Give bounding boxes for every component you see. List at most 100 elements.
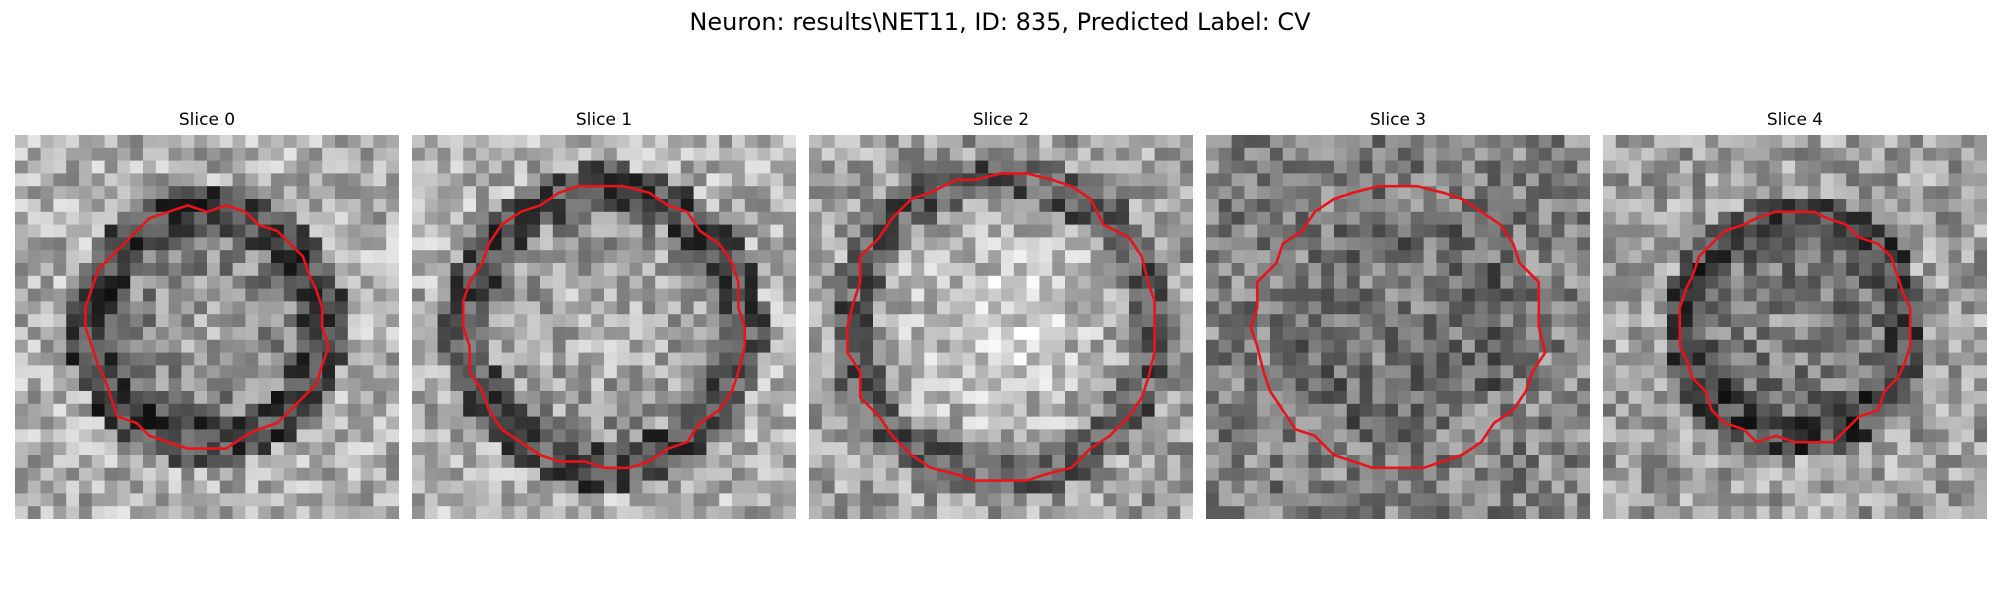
pixel-cell [347,314,362,328]
pixel-cell [1474,186,1489,200]
pixel-cell [1538,135,1553,149]
pixel-cell [1398,442,1412,456]
pixel-cell [1974,416,1987,430]
pixel-cell [1526,339,1540,354]
pixel-cell [1910,467,1924,482]
pixel-cell [27,506,42,519]
pixel-cell [1871,275,1886,290]
pixel-cell [962,224,976,238]
pixel-cell [1423,352,1437,366]
pixel-cell [1449,493,1463,507]
pixel-cell [501,135,515,149]
pixel-cell [1141,147,1156,162]
pixel-cell [1129,135,1143,149]
pixel-cell [437,467,451,482]
pixel-cell [693,339,707,354]
pixel-cell [373,237,387,251]
pixel-cell [117,429,131,443]
pixel-cell [757,480,771,494]
pixel-cell [527,186,541,200]
pixel-cell [565,416,579,430]
pixel-cell [1270,211,1284,226]
pixel-cell [168,250,182,264]
pixel-cell [1282,365,1297,379]
pixel-cell [1910,275,1924,290]
pixel-cell [1807,480,1822,494]
pixel-cell [1603,416,1617,430]
pixel-cell [79,506,93,519]
pixel-cell [1654,480,1668,494]
pixel-cell [1423,135,1437,149]
pixel-cell [744,263,759,277]
pixel-cell [181,135,195,149]
pixel-cell [1141,199,1156,213]
pixel-cell [1731,199,1745,213]
pixel-cell [873,391,887,405]
pixel-cell [1423,378,1437,392]
pixel-cell [591,173,605,187]
pixel-cell [501,263,515,277]
pixel-cell [1948,173,1962,187]
pixel-cell [860,327,874,341]
pixel-cell [642,378,656,392]
pixel-cell [1795,493,1809,507]
pixel-cell [1410,224,1425,238]
pixel-cell [1974,173,1987,187]
pixel-cell [975,160,989,174]
pixel-cell [1910,493,1924,507]
pixel-cell [1474,147,1489,162]
pixel-cell [1116,211,1130,226]
pixel-cell [79,480,93,494]
pixel-cell [1218,237,1233,251]
pixel-cell [1564,506,1578,519]
pixel-cell [1718,365,1732,379]
pixel-cell [1667,186,1681,200]
pixel-cell [937,224,951,238]
pixel-cell [937,263,951,277]
pixel-cell [1948,135,1962,149]
pixel-cell [91,506,106,519]
pixel-cell [680,493,695,507]
pixel-cell [744,442,759,456]
pixel-cell [1116,378,1130,392]
pixel-cell [1551,250,1565,264]
pixel-cell [1820,237,1834,251]
pixel-cell [1795,263,1809,277]
pixel-cell [757,352,771,366]
pixel-cell [1065,237,1079,251]
pixel-cell [40,506,54,519]
pixel-cell [655,403,669,418]
pixel-cell [1052,403,1066,418]
pixel-cell [15,211,29,226]
pixel-cell [53,480,67,494]
pixel-cell [1846,365,1860,379]
pixel-cell [578,480,592,494]
pixel-cell [552,493,567,507]
pixel-cell [1474,250,1489,264]
pixel-cell [27,403,42,418]
pixel-cell [591,275,605,290]
pixel-cell [1449,467,1463,482]
pixel-cell [1692,467,1706,482]
pixel-cell [1782,263,1796,277]
pixel-cell [1487,327,1501,341]
pixel-cell [283,378,298,392]
pixel-cell [847,416,861,430]
pixel-cell [1603,237,1617,251]
pixel-cell [1935,403,1950,418]
pixel-cell [1090,263,1104,277]
pixel-cell [514,301,528,315]
pixel-cell [1359,467,1373,482]
pixel-cell [1641,160,1655,174]
pixel-cell [1500,493,1514,507]
pixel-cell [322,455,336,469]
pixel-cell [1231,173,1245,187]
pixel-cell [1218,480,1233,494]
pixel-cell [155,135,170,149]
pixel-cell [309,391,323,405]
pixel-cell [104,429,118,443]
pixel-cell [488,339,503,354]
pixel-cell [1410,160,1425,174]
pixel-cell [1334,467,1348,482]
pixel-cell [168,429,182,443]
